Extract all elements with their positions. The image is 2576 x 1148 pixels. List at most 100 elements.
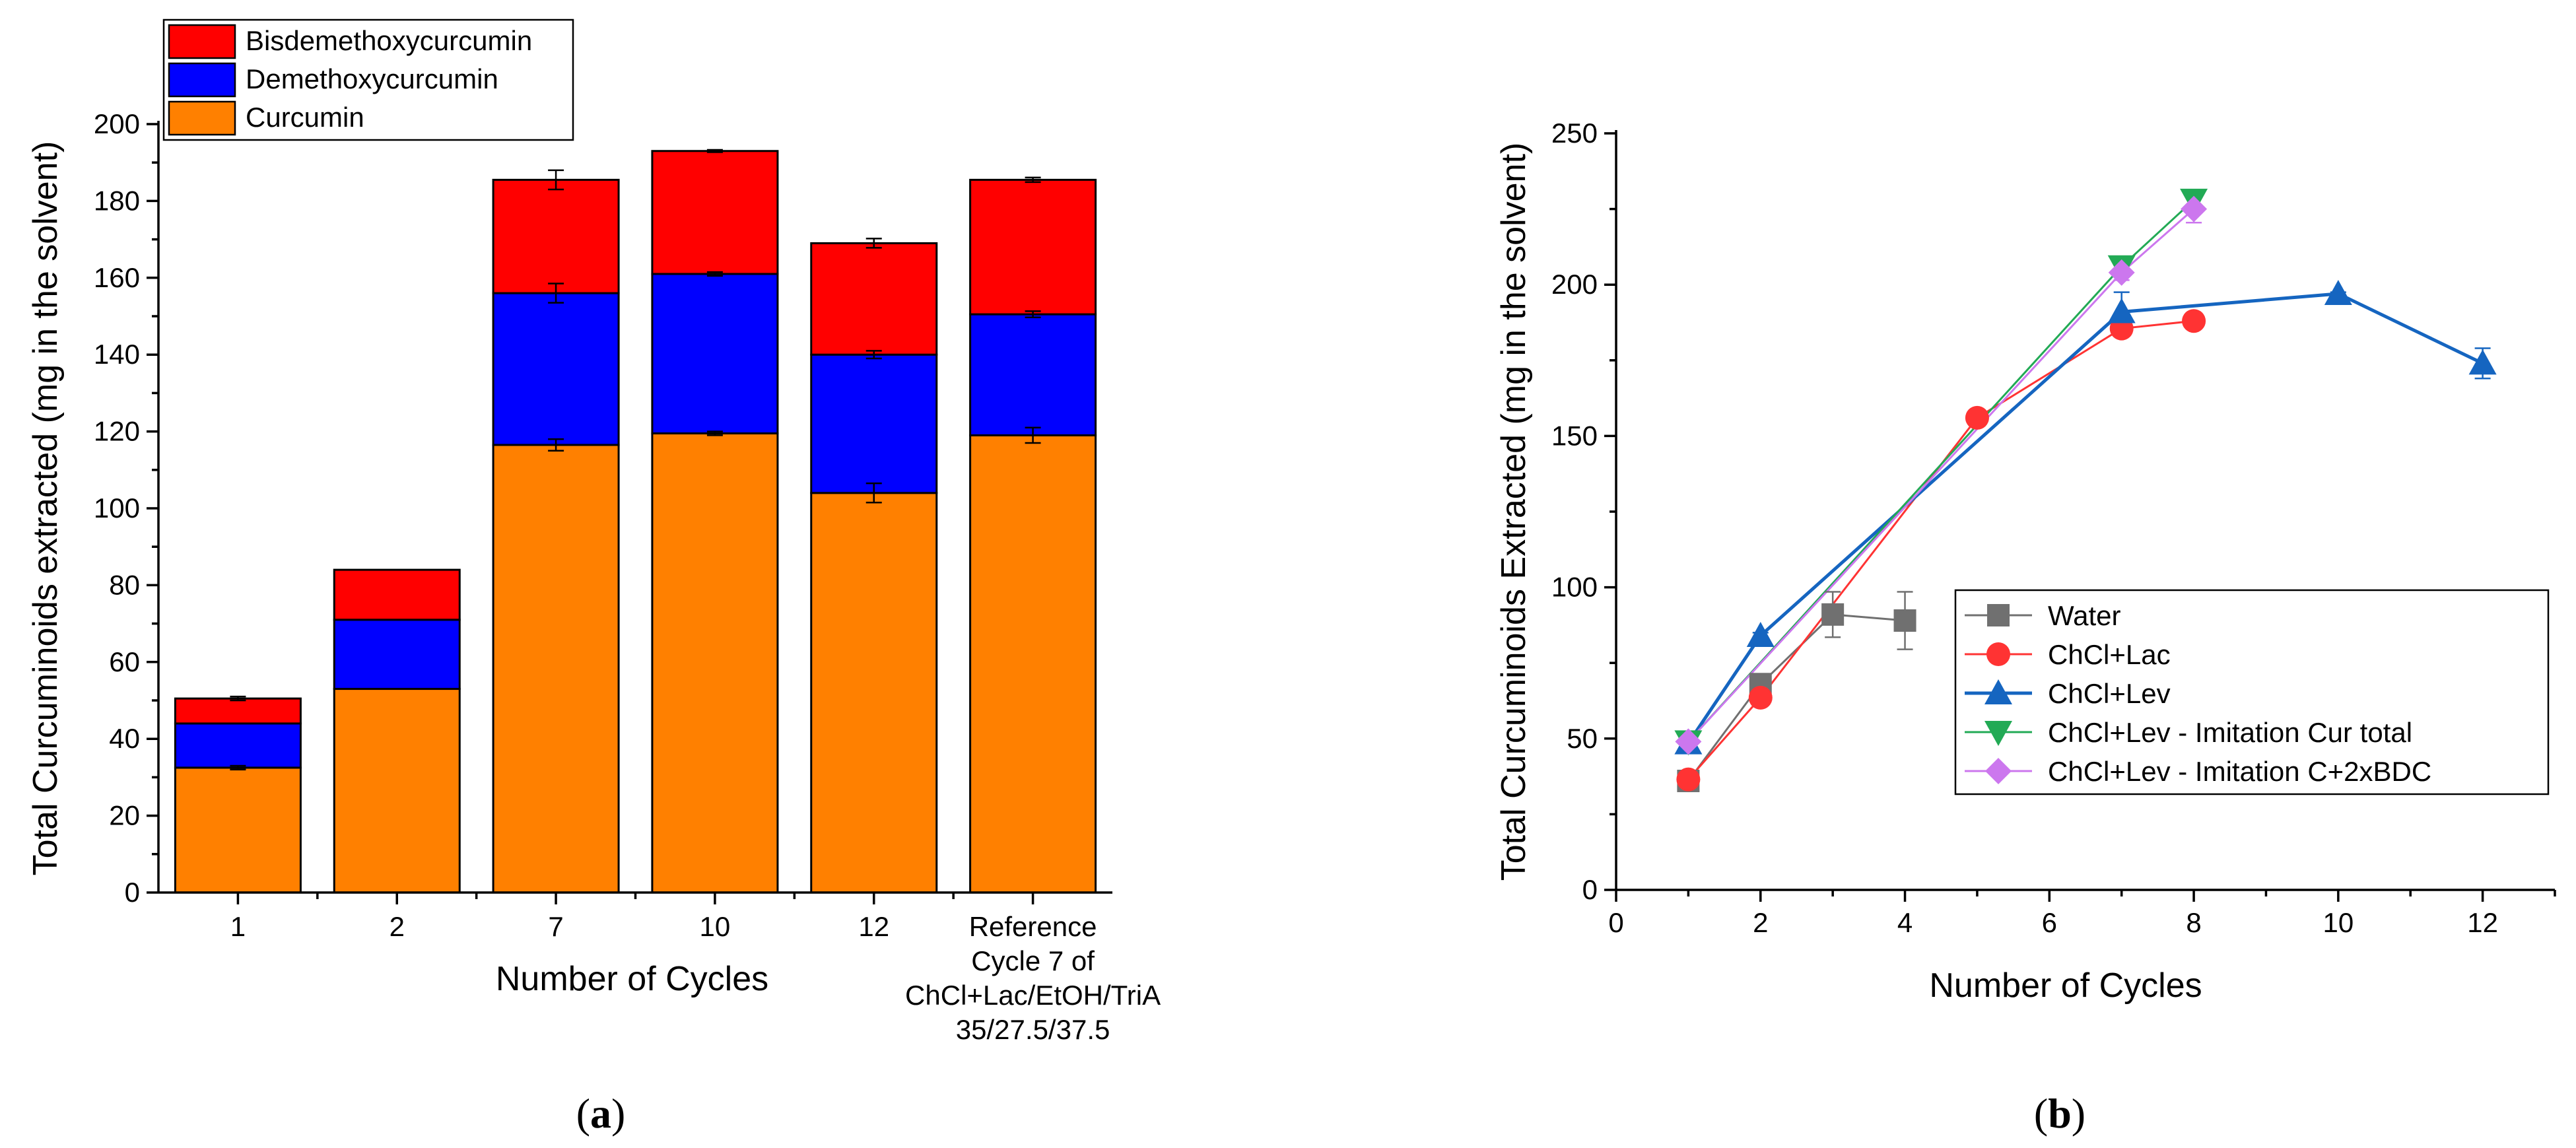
a-y-tick-label: 80 [109,569,140,600]
b-markers [1674,188,2497,792]
b-legend-marker [1986,642,2010,666]
a-errorbar-curcumin-5 [865,482,882,504]
a-bar-curcumin-3 [492,444,620,894]
a-x-tick-label: 35/27.5/37.5 [956,1014,1110,1045]
b-legend-marker [1984,679,2012,704]
a-bar-bisdemethoxycurcumin-5 [810,242,938,356]
a-x-tick-label: 7 [548,911,563,942]
b-legend-marker [1984,721,2012,746]
a-x-tick-label: 12 [858,911,889,942]
a-errorbar-demethoxycurcumin-4 [706,271,723,277]
b-point-chcl-lac [1676,767,1701,792]
a-bar-curcumin-4 [651,432,779,894]
b-point-chcl-lac [2182,309,2206,333]
b-x-tick-label: 12 [2467,907,2498,938]
a-errorbar-demethoxycurcumin-5 [865,350,882,360]
b-x-ticks: 0 2 4 6 8 10 12 [1608,890,2556,938]
a-bars [174,150,1097,894]
b-legend-marker [1987,604,2010,626]
a-errorbar-curcumin-4 [706,430,723,436]
b-point-chcl-lev [2468,349,2497,375]
b-x-axis-title: Number of Cycles [1929,966,2202,1005]
a-y-tick-label: 0 [125,877,140,908]
b-y-tick-label: 50 [1567,723,1598,754]
b-y-axis-title: Total Curcuminoids Extracted (mg in the … [1495,143,1533,881]
b-legend-label: ChCl+Lev - Imitation Cur total [2048,717,2412,748]
a-bar-bisdemethoxycurcumin-1 [174,697,302,725]
a-errorbar-bisdemethoxycurcumin-6 [1025,176,1041,184]
b-x-tick-label: 4 [1897,907,1913,938]
a-bar-bisdemethoxycurcumin-4 [651,150,779,275]
a-x-tick-label: Cycle 7 of [971,945,1095,976]
b-x-tick-label: 8 [2186,907,2201,938]
b-x-tick-label: 0 [1608,907,1623,938]
a-errorbar-bisdemethoxycurcumin-4 [706,149,723,153]
b-y-tick-label: 100 [1551,572,1598,603]
a-errorbar-bisdemethoxycurcumin-1 [230,695,246,702]
a-legend-swatch [168,62,236,98]
b-point-chcl-lev-imitation-c-2xbdc [2181,195,2208,222]
a-y-ticks: 0 20 40 60 80 100 120 140 160 180 200 [94,108,158,908]
a-bar-demethoxycurcumin-4 [651,273,779,435]
a-y-tick-label: 20 [109,800,140,831]
a-y-tick-label: 100 [94,492,140,523]
b-legend: Water ChCl+Lac ChCl+Lev ChCl+Lev - Imitatio… [1954,589,2550,795]
b-point-chcl-lev [1746,621,1775,647]
a-bar-curcumin-5 [810,492,938,894]
a-bar-demethoxycurcumin-2 [333,619,461,691]
b-legend-label: ChCl+Lev - Imitation C+2xBDC [2048,756,2431,787]
a-errorbar-curcumin-3 [548,438,564,452]
a-bar-curcumin-1 [174,766,302,894]
b-y-tick-label: 0 [1582,874,1598,905]
a-y-tick-label: 180 [94,185,140,216]
b-point-water [1893,609,1916,632]
a-errorbar-demethoxycurcumin-3 [548,283,564,304]
b-legend-marker [1985,758,2012,784]
a-bar-demethoxycurcumin-5 [810,353,938,494]
chart-b-line: 0 50 100 150 200 250 0 2 4 6 8 10 12 Total Curcumin… [1495,118,2556,1137]
a-legend-swatch [168,24,236,59]
a-bar-demethoxycurcumin-3 [492,292,620,446]
b-x-tick-label: 10 [2322,907,2354,938]
b-point-water [1821,603,1845,626]
b-legend-label: Water [2048,600,2120,631]
a-legend-swatch [168,100,236,136]
a-bar-bisdemethoxycurcumin-3 [492,178,620,294]
a-x-tick-label: Reference [969,911,1097,942]
a-x-axis-title: Number of Cycles [496,960,768,998]
panel-label-a: (a) [576,1090,626,1137]
a-x-tick-label: 10 [700,911,731,942]
a-y-tick-label: 200 [94,108,140,139]
a-bar-curcumin-6 [969,434,1097,894]
b-y-tick-label: 250 [1551,118,1598,149]
a-bar-demethoxycurcumin-6 [969,313,1097,436]
a-errorbar-bisdemethoxycurcumin-3 [548,169,564,191]
a-y-tick-label: 120 [94,416,140,447]
a-y-tick-label: 140 [94,339,140,370]
a-bar-bisdemethoxycurcumin-6 [969,178,1097,316]
a-legend-label: Bisdemethoxycurcumin [246,25,532,56]
a-error-bars [230,149,1041,771]
a-bar-curcumin-2 [333,688,461,894]
a-errorbar-demethoxycurcumin-6 [1025,310,1041,318]
b-line-water [1687,613,1905,782]
b-y-tick-label: 200 [1551,269,1598,300]
a-bar-demethoxycurcumin-1 [174,722,302,769]
a-legend: Bisdemethoxycurcumin Demethoxycurcumin Cur… [162,18,574,141]
b-legend-frame [1954,589,2550,795]
a-y-tick-label: 60 [109,646,140,677]
b-legend-label: ChCl+Lev [2048,678,2171,709]
a-y-axis-title: Total Curcuminoids extracted (mg in the … [26,141,65,876]
a-bar-bisdemethoxycurcumin-2 [333,568,461,621]
b-y-tick-label: 150 [1551,420,1598,451]
panel-label-b: (b) [2034,1090,2085,1137]
b-point-chcl-lev [2107,298,2136,323]
a-x-tick-label: 2 [390,911,405,942]
a-errorbar-curcumin-1 [230,764,246,771]
a-errorbar-bisdemethoxycurcumin-5 [865,238,882,249]
a-legend-label: Curcumin [246,102,364,133]
b-x-tick-label: 6 [2042,907,2057,938]
b-point-chcl-lac [1748,685,1773,710]
a-x-tick-label: 1 [230,911,246,942]
